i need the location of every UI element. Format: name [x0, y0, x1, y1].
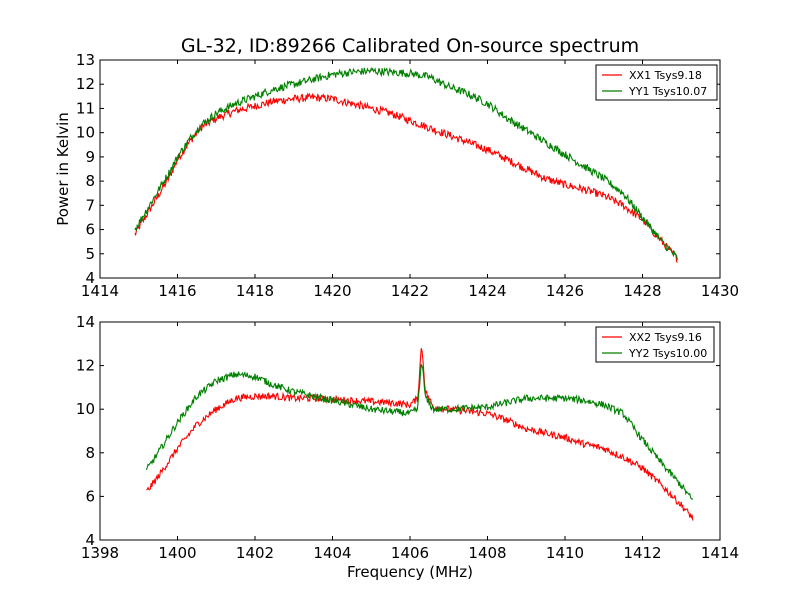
x-tick-label: 1412: [623, 544, 661, 562]
x-tick-label: 1418: [236, 282, 274, 300]
x-tick-label: 1414: [701, 544, 739, 562]
y-tick-label: 9: [85, 148, 95, 166]
x-tick-label: 1408: [468, 544, 506, 562]
x-tick-label: 1406: [391, 544, 429, 562]
legend-box: [595, 326, 715, 363]
series-line-1-2: [134, 66, 678, 261]
y-tick-label: 8: [85, 444, 95, 462]
series-line-1-1: [134, 92, 678, 263]
legend: XX1 Tsys9.18 YY1 Tsys10.07: [595, 64, 718, 101]
x-axis-label: Frequency (MHz): [347, 563, 473, 581]
legend-entry: YY2 Tsys10.00: [628, 347, 707, 360]
x-tick-label: 1416: [158, 282, 196, 300]
y-tick-label: 6: [85, 221, 95, 239]
legend: XX2 Tsys9.16 YY2 Tsys10.00: [595, 326, 715, 363]
x-tick-label: 1414: [81, 282, 119, 300]
series-line-2-1: [146, 348, 694, 521]
y-tick-label: 13: [76, 51, 95, 69]
x-tick-label: 1422: [391, 282, 429, 300]
y-tick-label: 6: [85, 487, 95, 505]
y-tick-label: 4: [85, 531, 95, 549]
x-tick-label: 1430: [701, 282, 739, 300]
series-line-2-2: [145, 363, 694, 500]
x-tick-label: 1420: [313, 282, 351, 300]
y-tick-label: 11: [76, 99, 95, 117]
y-tick-label: 12: [76, 75, 95, 93]
y-tick-label: 10: [76, 400, 95, 418]
x-tick-label: 1400: [158, 544, 196, 562]
x-tick-label: 1410: [546, 544, 584, 562]
x-tick-label: 1428: [623, 282, 661, 300]
top-panel: 1414 1416 1418 1420 1422 1424 1426 1428 1430 4 5 6 7…: [76, 51, 739, 300]
legend-entry: XX2 Tsys9.16: [629, 331, 702, 344]
y-tick-label: 5: [85, 245, 95, 263]
chart-title: GL-32, ID:89266 Calibrated On-source spe…: [181, 35, 639, 57]
x-tick-label: 1398: [81, 544, 119, 562]
x-tick-label: 1426: [546, 282, 584, 300]
legend-box: [595, 64, 718, 101]
y-tick-label: 4: [85, 269, 95, 287]
legend-entry: YY1 Tsys10.07: [628, 85, 707, 98]
y-tick-label: 10: [76, 124, 95, 142]
y-tick-label: 8: [85, 172, 95, 190]
y-tick-label: 12: [76, 357, 95, 375]
legend-entry: XX1 Tsys9.18: [629, 69, 702, 82]
y-axis-label: Power in Kelvin: [54, 112, 72, 226]
x-tick-label: 1424: [468, 282, 506, 300]
x-tick-label: 1402: [236, 544, 274, 562]
bottom-panel: 1398 1400 1402 1404 1406 1408 1410 1412 14144681…: [76, 313, 739, 562]
y-tick-label: 14: [76, 313, 95, 331]
y-tick-label: 7: [85, 196, 95, 214]
x-tick-label: 1404: [313, 544, 351, 562]
